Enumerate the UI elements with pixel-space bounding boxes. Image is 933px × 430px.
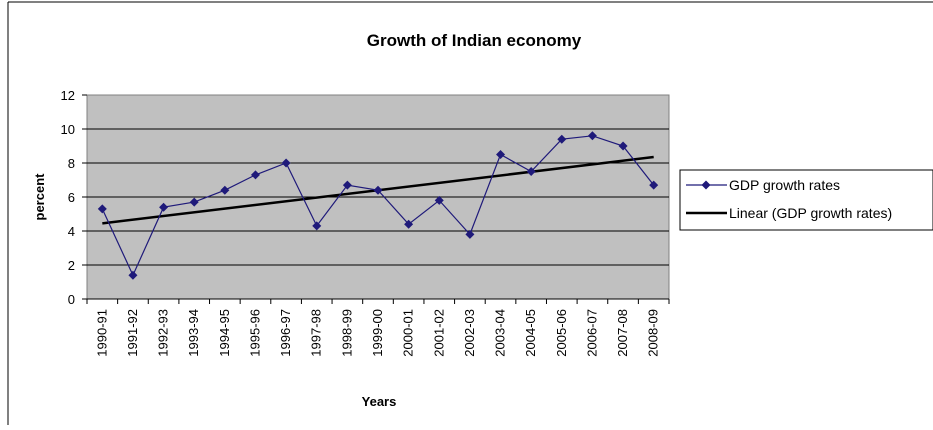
data-point bbox=[465, 229, 475, 239]
x-tick-label: 2005-06 bbox=[554, 309, 569, 357]
x-tick-label: 2007-08 bbox=[615, 309, 630, 357]
x-tick-label: 1994-95 bbox=[217, 309, 232, 357]
legend-trendline-label: Linear (GDP growth rates) bbox=[729, 205, 892, 221]
data-point bbox=[312, 221, 322, 231]
x-tick-label: 2008-09 bbox=[646, 309, 661, 357]
data-point bbox=[220, 185, 230, 195]
y-axis-title: percent bbox=[32, 173, 47, 221]
y-axis-ticks: 0 2 4 6 8 10 12 bbox=[61, 88, 87, 307]
x-tick-label: 1995-96 bbox=[247, 309, 262, 357]
data-point bbox=[189, 197, 199, 207]
series-group bbox=[97, 131, 659, 280]
x-tick-label: 1999-00 bbox=[370, 309, 385, 357]
data-point bbox=[250, 170, 260, 180]
data-point bbox=[496, 150, 506, 159]
legend-box bbox=[679, 169, 933, 231]
data-point bbox=[618, 141, 628, 151]
x-axis-title: Years bbox=[362, 394, 397, 409]
x-tick-label: 1996-97 bbox=[278, 309, 293, 357]
data-point bbox=[159, 202, 169, 212]
data-point bbox=[97, 204, 107, 214]
x-axis-ticks: 1990-91 1991-92 1992-93 1993-94 1994-95 1995-… bbox=[86, 298, 670, 357]
data-point bbox=[526, 167, 536, 176]
data-point bbox=[557, 134, 567, 144]
data-point bbox=[281, 158, 291, 168]
legend: GDP growth rates Linear (GDP growth rate… bbox=[679, 169, 933, 231]
y-tick-label: 2 bbox=[68, 258, 75, 273]
data-point bbox=[373, 185, 383, 195]
x-tick-label: 2006-07 bbox=[584, 309, 599, 357]
x-tick-label: 2001-02 bbox=[431, 309, 446, 357]
data-point bbox=[434, 195, 444, 205]
x-tick-label: 1990-91 bbox=[94, 309, 109, 357]
x-tick-label: 2003-04 bbox=[493, 309, 508, 357]
x-tick-label: 1993-94 bbox=[186, 309, 201, 357]
y-tick-label: 0 bbox=[68, 292, 75, 307]
y-tick-label: 10 bbox=[61, 122, 75, 137]
data-point bbox=[342, 180, 352, 190]
data-point bbox=[649, 180, 659, 190]
x-tick-label: 1992-93 bbox=[156, 309, 171, 357]
y-tick-label: 4 bbox=[68, 224, 75, 239]
legend-series-marker bbox=[701, 180, 711, 190]
y-tick-label: 8 bbox=[68, 156, 75, 171]
gridlines bbox=[87, 128, 669, 266]
data-point bbox=[587, 131, 597, 141]
x-tick-label: 1997-98 bbox=[309, 309, 324, 357]
x-tick-label: 1991-92 bbox=[125, 309, 140, 357]
data-point bbox=[404, 219, 414, 229]
x-tick-label: 2004-05 bbox=[523, 309, 538, 357]
x-tick-label: 2002-03 bbox=[462, 309, 477, 357]
y-tick-label: 12 bbox=[61, 88, 75, 103]
x-tick-label: 1998-99 bbox=[339, 309, 354, 357]
chart-title: Growth of Indian economy bbox=[367, 31, 582, 50]
y-tick-label: 6 bbox=[68, 190, 75, 205]
data-point bbox=[128, 270, 138, 280]
x-tick-label: 2000-01 bbox=[401, 309, 416, 357]
legend-series-label: GDP growth rates bbox=[729, 177, 840, 193]
